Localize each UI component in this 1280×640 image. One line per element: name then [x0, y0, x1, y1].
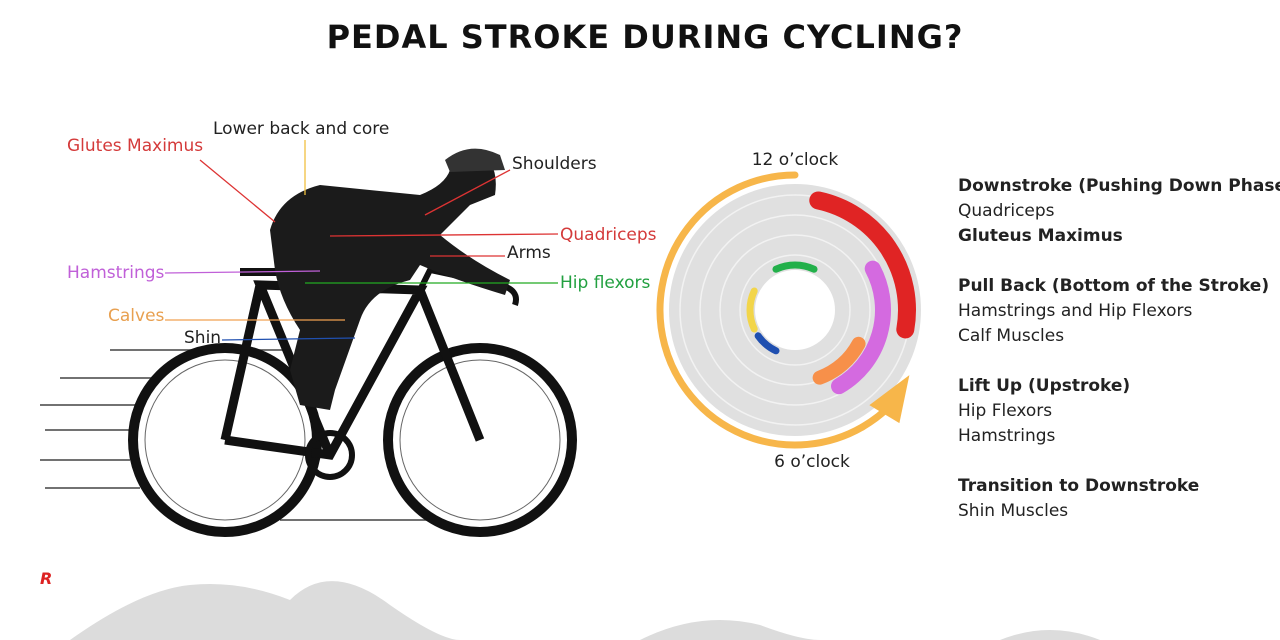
muscle-label: Shoulders [512, 154, 597, 174]
muscle-label: Shin [184, 328, 221, 348]
phase-heading: Downstroke (Pushing Down Phase) [958, 176, 1280, 196]
phase-item: Calf Muscles [958, 326, 1064, 346]
rider [270, 151, 510, 410]
rotation-arc [656, 171, 866, 449]
title: PEDAL STROKE DURING CYCLING? [327, 18, 964, 56]
clock-label: 12 o’clock [752, 150, 839, 170]
label-lines [164, 140, 559, 341]
muscle-label: Glutes Maximus [67, 136, 203, 156]
phase-heading: Transition to Downstroke [958, 476, 1199, 496]
phase-arc [812, 336, 866, 385]
clock-label: 6 o’clock [774, 452, 850, 472]
muscle-label: Calves [108, 306, 165, 326]
muscle-label: Arms [507, 243, 551, 263]
phase-heading: Lift Up (Upstroke) [958, 376, 1130, 396]
helmet [445, 148, 505, 172]
phase-arc [772, 261, 818, 273]
phase-heading: Pull Back (Bottom of the Stroke) [958, 276, 1269, 296]
rotation-arrow [869, 375, 910, 424]
muscle-label: Lower back and core [213, 119, 389, 139]
phase-item: Gluteus Maximus [958, 226, 1123, 246]
muscle-label: Hip flexors [560, 273, 650, 293]
hill [0, 581, 460, 640]
phase-item: Hamstrings [958, 426, 1056, 446]
phase-arc [746, 287, 758, 333]
phase-item: Shin Muscles [958, 501, 1068, 521]
phase-item: Hamstrings and Hip Flexors [958, 301, 1192, 321]
logo: R [40, 569, 52, 588]
muscle-label: Quadriceps [560, 225, 657, 245]
phase-item: Quadriceps [958, 201, 1055, 221]
muscle-label: Hamstrings [67, 263, 165, 283]
phase-arc [831, 260, 891, 395]
phase-arc [809, 191, 916, 339]
hill [640, 620, 1100, 640]
phase-arc [754, 332, 780, 355]
pedal-clock [656, 171, 921, 449]
phase-item: Hip Flexors [958, 401, 1052, 421]
bicycle [128, 266, 577, 537]
